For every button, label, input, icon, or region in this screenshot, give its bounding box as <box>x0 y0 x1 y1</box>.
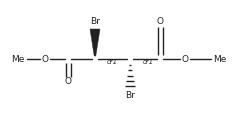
Text: or1: or1 <box>143 59 154 65</box>
Text: O: O <box>64 78 71 86</box>
Text: O: O <box>182 55 188 63</box>
Polygon shape <box>90 29 100 56</box>
Text: or1: or1 <box>107 59 118 65</box>
Text: Me: Me <box>213 55 227 63</box>
Text: O: O <box>42 55 48 63</box>
Text: Br: Br <box>90 17 100 27</box>
Text: Br: Br <box>125 91 135 101</box>
Text: Me: Me <box>11 55 25 63</box>
Text: O: O <box>156 17 164 27</box>
